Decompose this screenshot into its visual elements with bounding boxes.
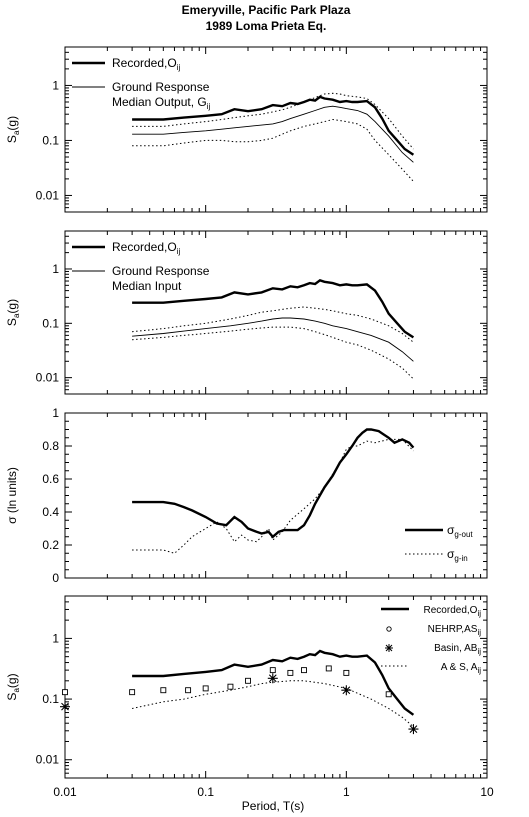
legend-marker-star [385,644,393,652]
y-tick-label: 0.1 [42,692,59,706]
y-axis-label: σ (ln units) [5,467,19,524]
y-tick-label: 1 [52,78,59,92]
chart-panel-2: 0.01 0.1 1 Sa(g) Recorded,Oij Ground Response… [5,230,488,395]
legend-marker-circle [386,626,392,632]
y-tick-label: 0.8 [42,439,59,453]
y-tick-label: 0.4 [42,505,59,519]
x-axis-label: Period, T(s) [242,799,304,813]
chart-panel-4: 0.01 0.1 1 Sa(g) 0.01 0.1 1 10 Recorded,Oij NEHRP… [5,595,494,799]
plot-frame [64,595,488,779]
series-line [132,105,414,163]
legend-label-line2: Median Input [112,279,182,293]
series-line [132,649,415,716]
y-tick-label: 0.1 [42,133,59,147]
x-tick-label: 1 [343,785,350,799]
legend-item: σg-out [405,523,473,539]
y-axis-label: Sa(g) [5,673,21,700]
plot-frame [64,230,488,395]
nehrp-point [245,677,251,684]
nehrp-point [287,669,294,676]
y-tick-label: 1 [52,406,59,420]
series-line [132,278,415,339]
series-line [132,118,414,182]
series-line [132,317,414,362]
legend-label: Ground Response [112,80,210,94]
x-tick-label: 0.1 [197,785,214,799]
y-axis-label: Sa(g) [5,116,21,143]
legend-label: NEHRP,ASij [428,624,482,637]
legend-item: NEHRP,ASij [386,624,482,637]
series-line [131,680,414,728]
legend-label: A & S, Aij [441,662,481,675]
chart-panel-3: 0 0.2 0.4 0.6 0.8 1 σ (ln units) σg-out σg-in [5,406,488,585]
legend-item: σg-in [405,547,468,563]
chart-panel-1: 0.01 0.1 1 Sa(g) Recorded,Oij Ground Response… [5,46,488,213]
nehrp-point [301,667,307,674]
legend-item: Recorded,Oij [72,240,180,256]
chart-title-line2: 1989 Loma Prieta Eq. [206,19,327,33]
nehrp-point [343,669,350,676]
y-tick-label: 0.6 [42,472,59,486]
legend-item: Basin, ABij [385,643,481,656]
series-line [132,92,414,150]
y-tick-label: 0.2 [42,538,59,552]
legend-label: Basin, ABij [434,643,481,656]
nehrp-point [160,687,167,694]
legend-label: Recorded,Oij [112,240,180,256]
legend-label: σg-in [447,547,468,563]
chart-title-line1: Emeryville, Pacific Park Plaza [182,3,351,17]
basin-point [267,673,278,684]
x-tick-label: 0.01 [53,785,77,799]
y-axis-label: Sa(g) [5,299,21,326]
y-tick-label: 0 [52,571,59,585]
series-line [132,438,414,554]
nehrp-point [385,691,392,698]
y-tick-label: 0.01 [36,371,60,385]
nehrp-point [227,683,234,690]
series-line [132,95,415,156]
x-tick-label: 10 [480,785,494,799]
nehrp-point [269,667,276,674]
legend-item: Recorded,Oij [381,605,481,618]
nehrp-point [185,687,192,694]
plot-frame [64,412,488,579]
plot-frame [64,46,488,213]
series-line [132,428,415,539]
y-tick-label: 0.01 [36,188,60,202]
legend-label: σg-out [447,523,473,539]
y-tick-label: 0.01 [36,753,60,767]
nehrp-point [325,665,332,672]
basin-point [60,701,70,712]
legend-label: Ground Response [112,264,210,278]
legend-label: Recorded,Oij [424,605,482,618]
basin-point [408,724,419,735]
legend-item: A & S, Aij [381,662,481,675]
y-tick-label: 1 [52,631,59,645]
legend-item: Recorded,Oij [72,56,180,72]
legend-label: Recorded,Oij [112,56,180,72]
basin-point [341,685,352,696]
nehrp-point [129,689,136,696]
y-tick-label: 1 [52,262,59,276]
series-line [132,306,414,343]
series-line [132,326,414,380]
y-tick-label: 0.1 [42,316,59,330]
nehrp-point [202,685,209,692]
legend-label-line2: Median Output, Gij [112,95,210,111]
nehrp-point [62,689,68,696]
